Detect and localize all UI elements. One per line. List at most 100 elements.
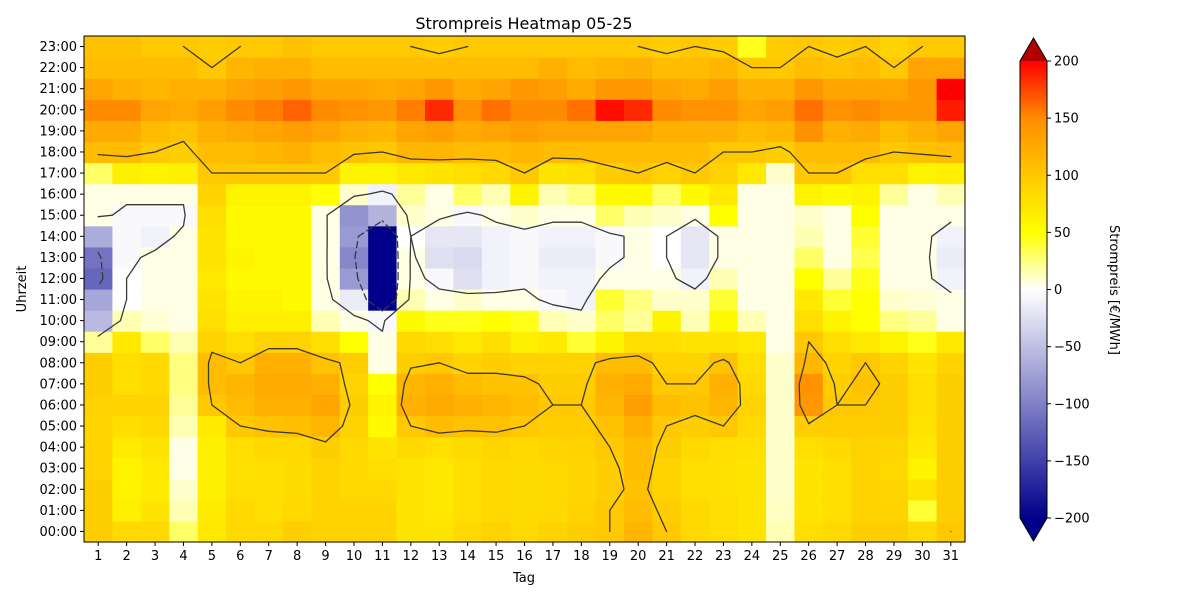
heatmap-cell <box>567 225 597 248</box>
heatmap-cell <box>822 436 852 459</box>
heatmap-cell <box>936 204 966 227</box>
heatmap-cell <box>339 373 369 396</box>
heatmap-cell <box>339 436 369 459</box>
heatmap-cell <box>311 373 341 396</box>
colorbar-label: Strompreis [€/MWh] <box>1106 225 1121 355</box>
heatmap-cell <box>851 436 881 459</box>
heatmap-cell <box>766 415 796 438</box>
heatmap-cell <box>197 352 227 374</box>
heatmap-cell <box>169 204 199 227</box>
heatmap-cell <box>595 310 625 332</box>
heatmap-cell <box>453 57 483 79</box>
heatmap-cell <box>623 499 653 522</box>
heatmap-cell <box>226 99 256 121</box>
heatmap-cell <box>851 457 881 480</box>
y-tick-label: 01:00 <box>40 504 77 519</box>
heatmap-cell <box>481 310 511 332</box>
heatmap-cell <box>623 310 653 332</box>
heatmap-cell <box>908 310 938 332</box>
heatmap-cell <box>84 415 114 438</box>
heatmap-cell <box>140 246 170 269</box>
heatmap-cell <box>254 310 284 332</box>
heatmap-cell <box>481 225 511 248</box>
heatmap-cell <box>84 352 114 374</box>
heatmap-cell <box>282 78 312 100</box>
heatmap-cell <box>908 478 938 501</box>
x-tick-label: 22 <box>687 549 704 564</box>
y-tick-label: 19:00 <box>40 124 77 139</box>
heatmap-cell <box>680 204 710 227</box>
colorbar-tick-label: −150 <box>1054 454 1090 469</box>
heatmap-cell <box>766 436 796 459</box>
heatmap-cell <box>481 183 511 206</box>
heatmap-cell <box>766 204 796 227</box>
heatmap-cell <box>140 204 170 227</box>
heatmap-cell <box>680 120 710 143</box>
heatmap-cell <box>169 457 199 480</box>
heatmap-cell <box>794 78 824 100</box>
heatmap-cell <box>339 225 369 248</box>
heatmap-cell <box>737 204 767 227</box>
heatmap-cell <box>623 57 653 79</box>
heatmap-cell <box>311 267 341 290</box>
heatmap-cell <box>623 289 653 311</box>
heatmap-cell <box>794 225 824 248</box>
heatmap-cell <box>879 310 909 332</box>
heatmap-cell <box>652 99 682 121</box>
heatmap-cell <box>567 78 597 100</box>
heatmap-cell <box>140 331 170 353</box>
heatmap-cell <box>425 394 455 417</box>
heatmap-cell <box>851 331 881 353</box>
heatmap-cell <box>510 478 540 501</box>
heatmap-cell <box>282 57 312 79</box>
heatmap-cell <box>84 225 114 248</box>
heatmap-cell <box>510 204 540 227</box>
heatmap-cell <box>425 267 455 290</box>
heatmap-cell <box>879 183 909 206</box>
heatmap-cell <box>169 267 199 290</box>
heatmap-cell <box>538 520 568 543</box>
heatmap-cell <box>282 499 312 522</box>
heatmap-cell <box>766 520 796 543</box>
heatmap-cell <box>453 436 483 459</box>
heatmap-cell <box>425 99 455 121</box>
heatmap-cell <box>851 267 881 290</box>
heatmap-cell <box>822 331 852 353</box>
heatmap-cell <box>652 162 682 185</box>
colorbar: −200 −150 −100 −50 0 50 100 150 200 <box>1019 37 1090 542</box>
heatmap-cell <box>595 394 625 417</box>
heatmap-cell <box>709 120 739 143</box>
heatmap-cell <box>226 499 256 522</box>
heatmap-cell <box>851 204 881 227</box>
heatmap-cell <box>879 162 909 185</box>
heatmap-cell <box>510 78 540 100</box>
heatmap-cell <box>737 183 767 206</box>
heatmap-cell <box>794 415 824 438</box>
heatmap-cell <box>908 204 938 227</box>
heatmap-cell <box>112 436 142 459</box>
heatmap-cell <box>226 289 256 311</box>
heatmap-cell <box>737 478 767 501</box>
heatmap-cell <box>481 352 511 374</box>
heatmap-cell <box>766 478 796 501</box>
heatmap-cell <box>197 478 227 501</box>
heatmap-cell <box>709 394 739 417</box>
heatmap-cell <box>481 289 511 311</box>
heatmap-cell <box>311 183 341 206</box>
heatmap-cell <box>851 415 881 438</box>
heatmap-cell <box>453 520 483 543</box>
heatmap-cell <box>709 246 739 269</box>
heatmap-cell <box>851 478 881 501</box>
colorbar-tick-label: −50 <box>1054 340 1081 355</box>
heatmap-cell <box>368 289 398 311</box>
heatmap-cell <box>709 352 739 374</box>
heatmap-cell <box>311 436 341 459</box>
heatmap-cell <box>737 120 767 143</box>
heatmap-cell <box>538 78 568 100</box>
heatmap-cell <box>453 78 483 100</box>
y-tick-label: 16:00 <box>40 188 77 203</box>
heatmap-cell <box>652 352 682 374</box>
heatmap-cell <box>112 225 142 248</box>
heatmap-cell <box>140 394 170 417</box>
heatmap-cell <box>567 162 597 185</box>
